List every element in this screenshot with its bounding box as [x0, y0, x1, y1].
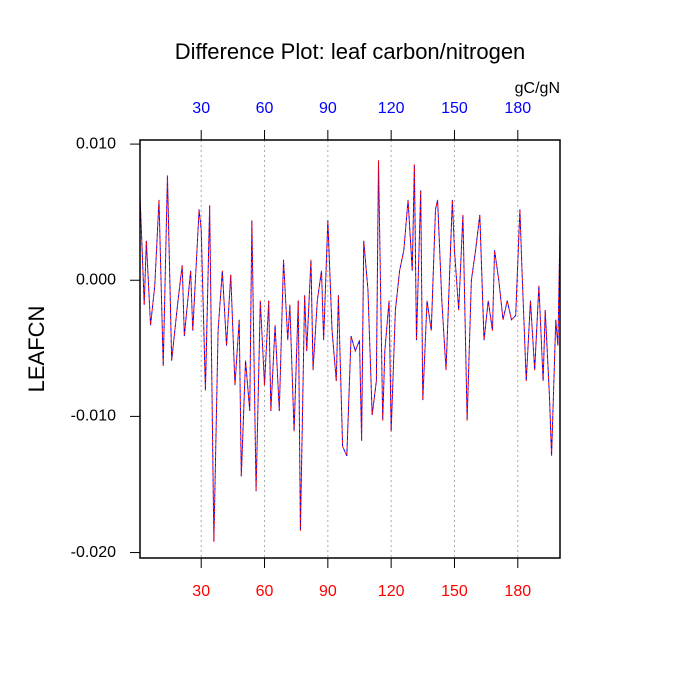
x2-tick-label: 180	[504, 100, 531, 117]
data-line	[139, 160, 561, 542]
y-axis-label: LEAFCN	[24, 306, 49, 393]
x-tick-label: 180	[504, 583, 531, 600]
x2-tick-label: 30	[192, 100, 210, 117]
x2-tick-label: 60	[256, 100, 274, 117]
y-tick-label: -0.010	[71, 408, 116, 425]
x2-tick-label: 120	[378, 100, 405, 117]
x-tick-label: 150	[441, 583, 468, 600]
chart-title: Difference Plot: leaf carbon/nitrogen	[175, 39, 526, 64]
x2-tick-label: 150	[441, 100, 468, 117]
units-label: gC/gN	[515, 80, 560, 97]
x-tick-label: 30	[192, 583, 210, 600]
x-tick-label: 60	[256, 583, 274, 600]
x-tick-label: 120	[378, 583, 405, 600]
x-tick-label: 90	[319, 583, 337, 600]
y-tick-label: 0.000	[76, 271, 116, 288]
y-tick-label: -0.020	[71, 544, 116, 561]
y-tick-label: 0.010	[76, 135, 116, 152]
x2-tick-label: 90	[319, 100, 337, 117]
plot-frame	[139, 139, 561, 559]
data-line	[139, 160, 561, 542]
